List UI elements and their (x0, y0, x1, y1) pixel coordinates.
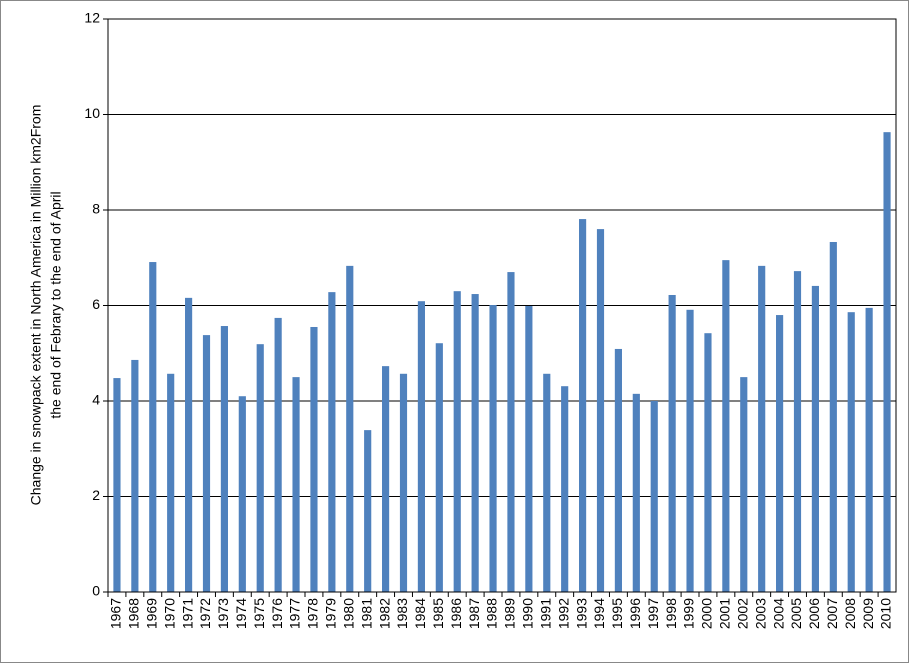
y-tick-label: 2 (92, 487, 100, 503)
bar (292, 377, 300, 592)
x-tick-label: 1978 (305, 598, 321, 629)
x-tick-label: 1992 (555, 598, 571, 629)
x-tick-label: 2010 (878, 598, 894, 629)
x-tick-label: 2008 (842, 598, 858, 629)
x-tick-label: 1974 (233, 598, 249, 629)
bar (113, 378, 121, 592)
y-tick-label: 0 (92, 583, 100, 599)
y-axis-title-line: Change in snowpack extent in North Ameri… (28, 105, 44, 506)
y-tick-label: 10 (84, 105, 100, 121)
x-tick-label: 1981 (358, 598, 374, 629)
bar (256, 344, 264, 592)
y-axis-title-line: the end of Febrary to the end of April (48, 191, 64, 418)
x-tick-label: 1967 (108, 598, 124, 629)
bar (704, 333, 712, 592)
bar (167, 373, 175, 592)
bar (632, 393, 640, 592)
bar (435, 343, 443, 592)
x-tick-label: 1993 (573, 598, 589, 629)
x-tick-label: 1983 (394, 598, 410, 629)
x-tick-label: 1985 (430, 598, 446, 629)
x-tick-label: 2007 (824, 598, 840, 629)
bar (561, 386, 569, 592)
x-tick-label: 1984 (412, 598, 428, 629)
x-tick-label: 2004 (770, 598, 786, 629)
bar (722, 260, 730, 592)
x-tick-label: 1976 (269, 598, 285, 629)
bar (811, 285, 819, 592)
x-tick-label: 1979 (323, 598, 339, 629)
bar (489, 305, 497, 592)
bar (202, 335, 211, 592)
y-tick-label: 12 (84, 10, 100, 26)
bar (238, 396, 246, 592)
bar (471, 294, 479, 592)
x-tick-label: 1977 (287, 598, 303, 629)
bar (543, 373, 551, 592)
x-tick-label: 1995 (609, 598, 625, 629)
x-tick-label: 2005 (788, 598, 804, 629)
x-tick-label: 1998 (663, 598, 679, 629)
x-tick-label: 2000 (699, 598, 715, 629)
x-tick-label: 1971 (179, 598, 195, 629)
x-tick-label: 1987 (466, 598, 482, 629)
bar (883, 132, 891, 593)
bar (740, 377, 748, 592)
bar (399, 373, 408, 592)
x-tick-label: 1997 (645, 598, 661, 629)
bar (668, 294, 676, 592)
x-tick-label: 2009 (860, 598, 876, 629)
bar (346, 265, 354, 592)
bar (793, 271, 802, 592)
bar (220, 326, 228, 592)
x-tick-label: 1973 (215, 598, 231, 629)
bar (596, 229, 605, 592)
x-tick-label: 1968 (126, 598, 142, 629)
y-tick-label: 8 (92, 201, 100, 217)
bar (274, 317, 282, 592)
bar (829, 241, 837, 592)
bar (507, 272, 515, 592)
bar (525, 305, 533, 592)
x-tick-label: 2003 (752, 598, 768, 629)
x-tick-label: 1996 (627, 598, 643, 629)
bar (185, 297, 193, 592)
x-tick-label: 2001 (717, 598, 733, 629)
bar (149, 262, 157, 592)
x-tick-label: 1982 (376, 598, 392, 629)
bar (776, 315, 784, 592)
x-tick-label: 1975 (251, 598, 267, 629)
bar (865, 307, 873, 592)
x-tick-label: 2002 (734, 598, 750, 629)
bar (758, 265, 766, 592)
x-tick-label: 1991 (537, 598, 553, 629)
bar (686, 309, 694, 592)
bar (650, 401, 658, 592)
y-tick-label: 6 (92, 296, 100, 312)
bar (417, 301, 425, 592)
y-axis-title: Change in snowpack extent in North Ameri… (28, 105, 64, 506)
bar (382, 366, 390, 592)
bar (579, 219, 587, 592)
x-tick-label: 1986 (448, 598, 464, 629)
x-tick-label: 1969 (143, 598, 159, 629)
bar (364, 430, 372, 592)
bar (328, 292, 336, 592)
x-tick-label: 2006 (806, 598, 822, 629)
x-tick-label: 1990 (520, 598, 536, 629)
y-tick-label: 4 (92, 392, 100, 408)
x-tick-label: 1988 (484, 598, 500, 629)
bar (310, 326, 318, 592)
x-tick-label: 1980 (340, 598, 356, 629)
bar (614, 348, 622, 592)
bar (847, 312, 855, 592)
bar (131, 359, 139, 592)
bar (453, 291, 461, 592)
x-tick-label: 1999 (681, 598, 697, 629)
x-tick-label: 1989 (502, 598, 518, 629)
x-tick-label: 1970 (161, 598, 177, 629)
x-tick-label: 1972 (197, 598, 213, 629)
x-tick-label: 1994 (591, 598, 607, 629)
